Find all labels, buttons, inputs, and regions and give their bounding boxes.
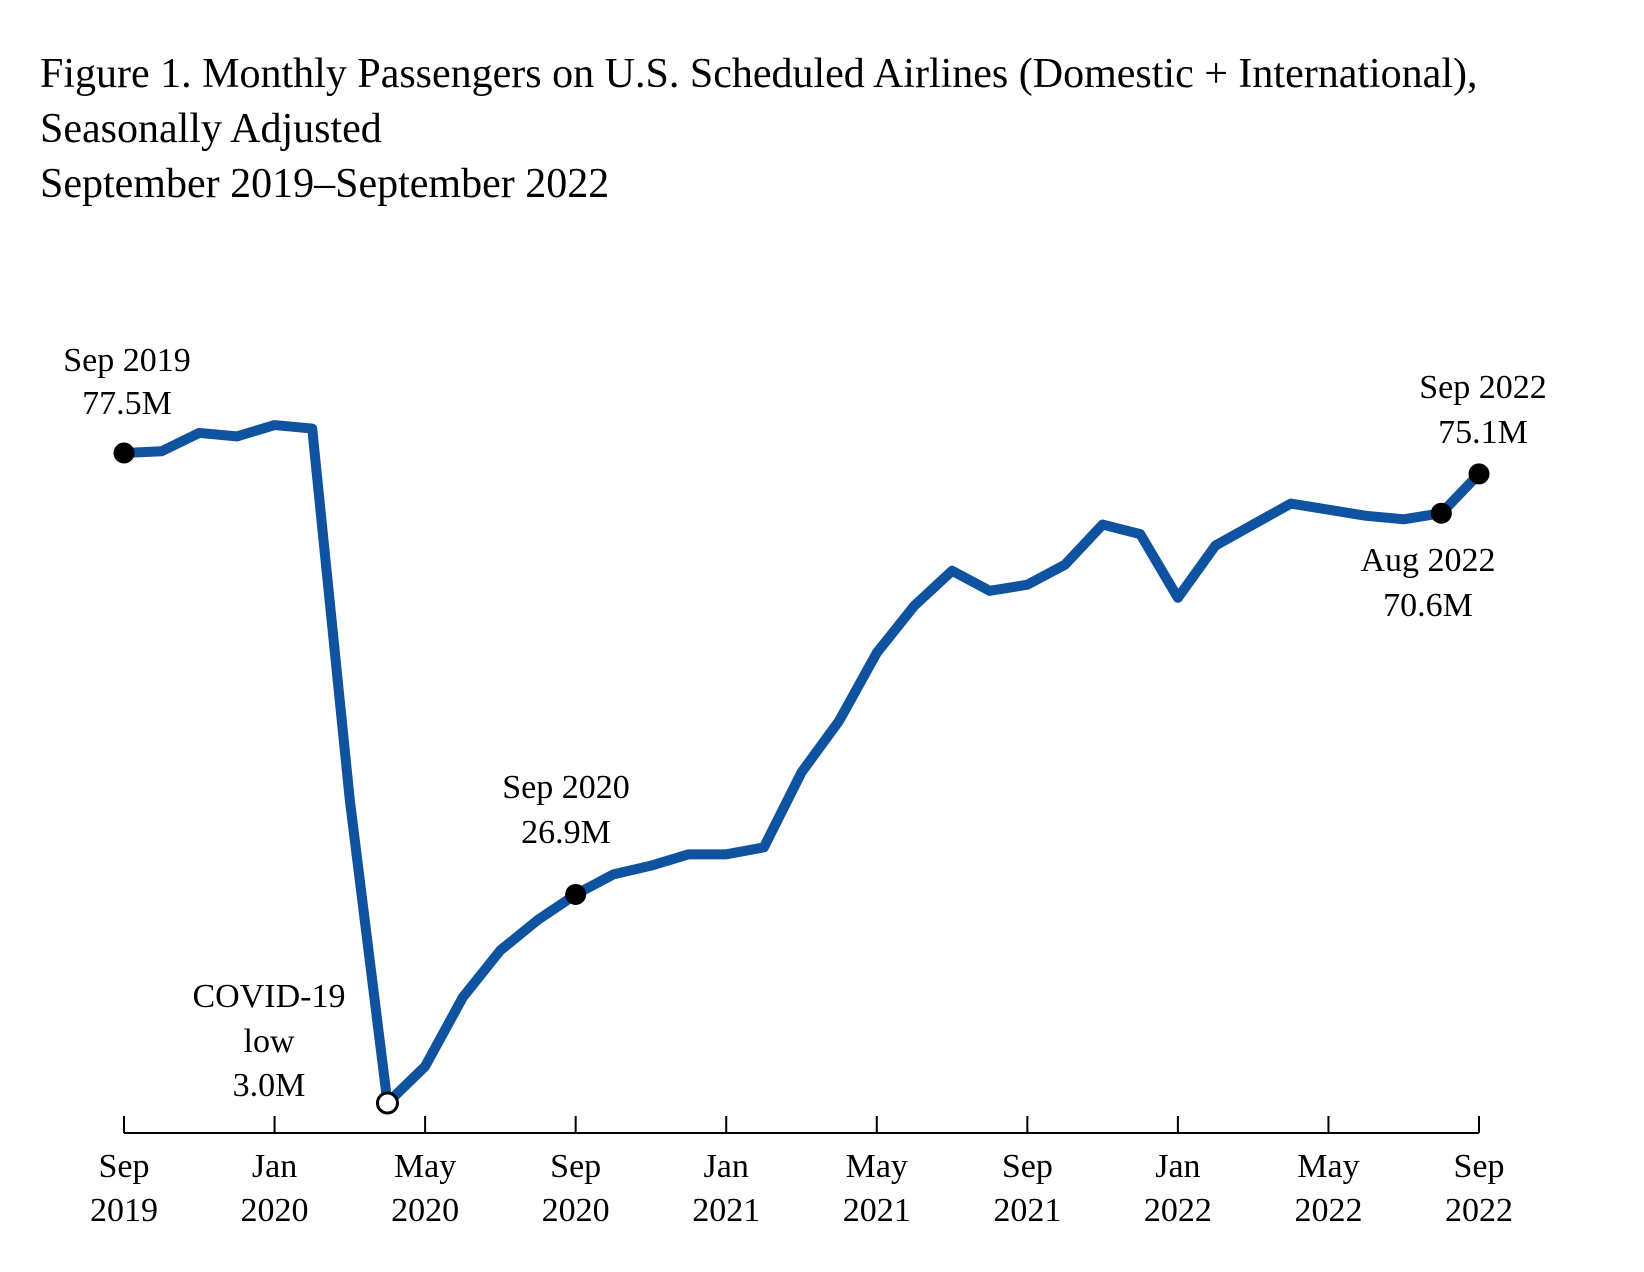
data-point-marker [375, 1091, 399, 1115]
chart-title: Figure 1. Monthly Passengers on U.S. Sch… [40, 51, 1477, 97]
x-tick-label-year: 2021 [843, 1192, 911, 1229]
x-tick-label-month: May [394, 1148, 456, 1185]
x-tick-label-year: 2022 [1144, 1192, 1212, 1229]
x-axis-ticks: Sep 2019 Jan 2020 May 2020 Sep 2020 Jan 2021 May 20… [90, 1116, 1513, 1229]
annotation-label: COVID-19 [193, 978, 346, 1015]
x-tick-label-year: 2020 [391, 1192, 459, 1229]
annotation-label: 75.1M [1438, 414, 1528, 451]
x-tick-label-month: Sep [99, 1148, 150, 1185]
annotation-label: Sep 2020 [502, 769, 630, 806]
data-point-marker [113, 442, 135, 464]
x-tick-label-month: Sep [1002, 1148, 1053, 1185]
x-tick-label-year: 2022 [1294, 1192, 1362, 1229]
x-tick-label-year: 2022 [1445, 1192, 1513, 1229]
data-point-marker [565, 883, 587, 905]
x-tick-label-month: Jan [1155, 1148, 1200, 1185]
data-point-marker [1430, 502, 1452, 524]
annotation-label: Sep 2019 [63, 342, 191, 379]
x-tick-label-month: Jan [704, 1148, 749, 1185]
annotation-label: 77.5M [82, 385, 172, 422]
x-tick-label-month: Jan [252, 1148, 297, 1185]
x-tick-label-month: Sep [550, 1148, 601, 1185]
annotations: Sep 2019 77.5M COVID-19 low 3.0M Sep 2020 26.9… [63, 342, 1547, 1115]
x-tick-label-year: 2021 [692, 1192, 760, 1229]
annotation-label: Aug 2022 [1360, 542, 1495, 579]
chart-title-line2: Seasonally Adjusted [40, 106, 382, 152]
data-point-marker [1468, 463, 1490, 485]
annotation-label: 26.9M [521, 814, 611, 851]
x-tick-label-year: 2020 [542, 1192, 610, 1229]
annotation-label: 70.6M [1383, 587, 1473, 624]
annotation-label: low [244, 1023, 295, 1060]
annotation-label: Sep 2022 [1419, 369, 1547, 406]
chart-subtitle: September 2019–September 2022 [40, 161, 609, 207]
x-tick-label-month: May [1297, 1148, 1359, 1185]
x-tick-label-month: May [846, 1148, 908, 1185]
x-tick-label-year: 2020 [241, 1192, 309, 1229]
annotation-label: 3.0M [233, 1067, 306, 1104]
x-tick-label-month: Sep [1454, 1148, 1505, 1185]
series-line [119, 420, 1484, 1108]
x-tick-label-year: 2019 [90, 1192, 158, 1229]
x-tick-label-year: 2021 [993, 1192, 1061, 1229]
